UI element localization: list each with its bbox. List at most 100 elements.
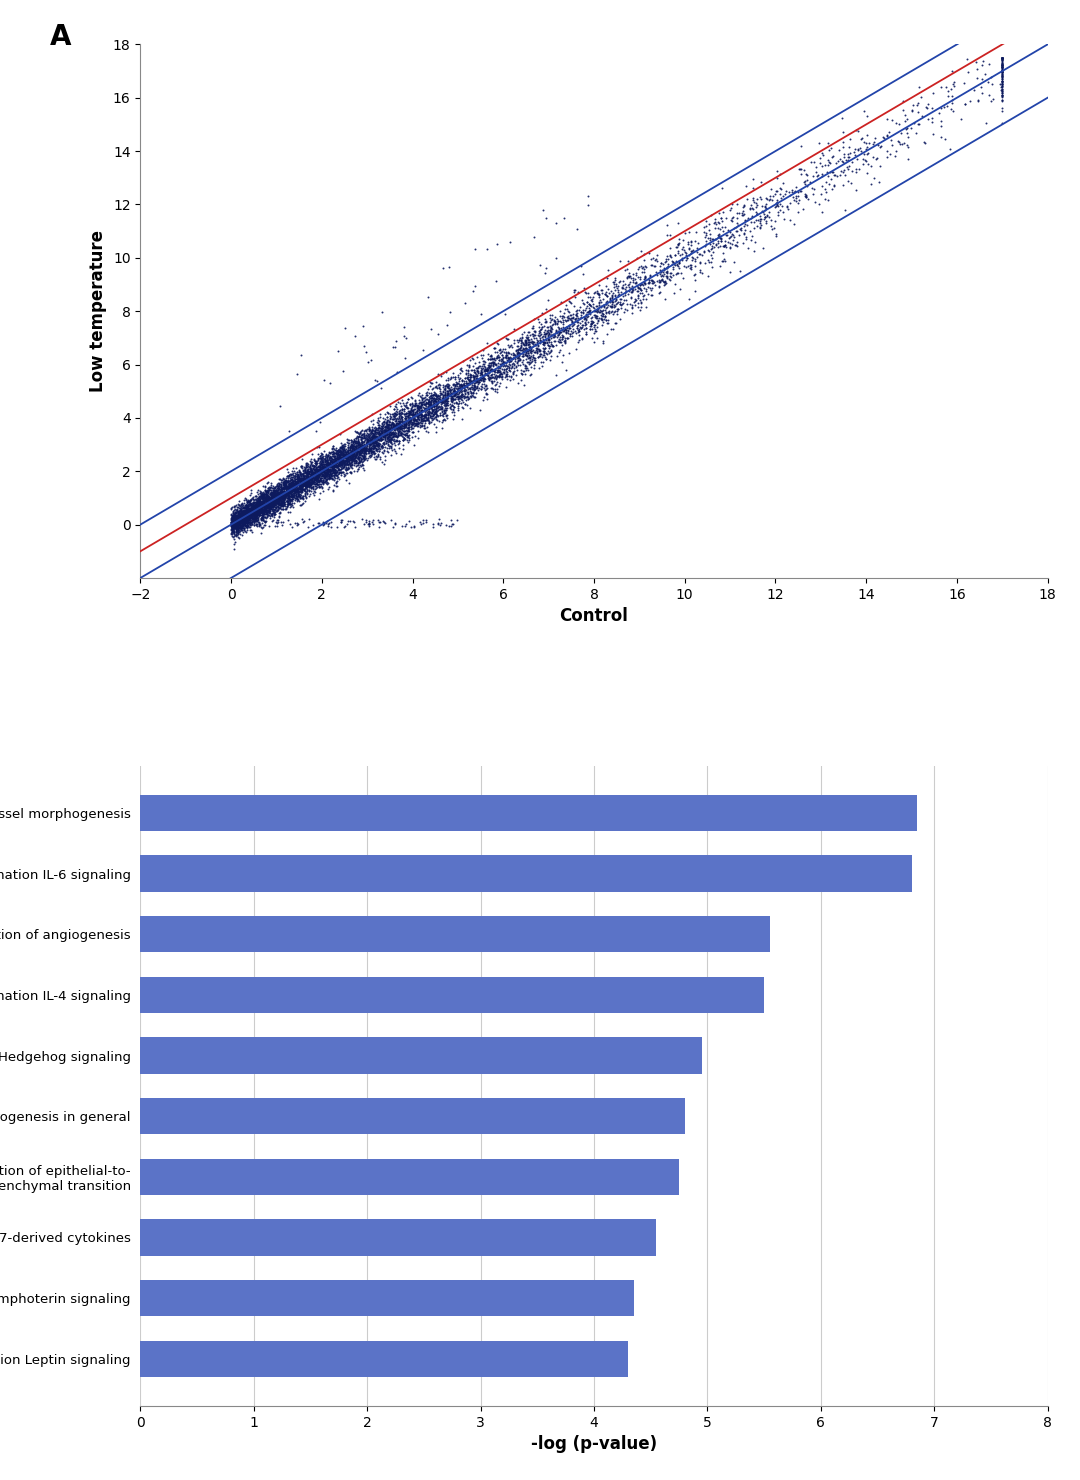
Point [402, 403, 419, 426]
Point [392, 411, 409, 435]
Point [350, 422, 367, 445]
Point [325, 457, 342, 481]
Point [443, 383, 460, 407]
Point [768, 191, 785, 215]
Point [516, 373, 534, 397]
Point [281, 491, 298, 515]
Point [718, 235, 735, 259]
Point [270, 477, 287, 500]
Point [325, 454, 342, 478]
Point [686, 268, 703, 292]
Point [994, 73, 1011, 96]
Point [232, 518, 249, 542]
Point [266, 488, 283, 512]
Point [597, 308, 615, 332]
Point [450, 391, 468, 414]
Point [382, 410, 400, 434]
Point [279, 474, 296, 497]
Point [300, 469, 318, 493]
Point [255, 500, 272, 524]
Point [478, 366, 496, 389]
Point [233, 500, 251, 524]
Point [715, 234, 732, 258]
Point [282, 477, 299, 500]
Point [446, 366, 463, 389]
Point [413, 394, 430, 417]
Point [260, 487, 278, 511]
Point [447, 391, 464, 414]
Point [390, 403, 407, 426]
Point [833, 149, 850, 173]
Point [298, 472, 315, 496]
Point [447, 380, 464, 404]
Point [308, 462, 325, 485]
Point [248, 512, 266, 536]
Point [264, 491, 281, 515]
Point [712, 225, 729, 249]
Point [606, 284, 623, 308]
Point [297, 482, 314, 506]
Point [300, 462, 318, 485]
Point [253, 484, 270, 508]
Point [370, 434, 388, 457]
Point [302, 480, 320, 503]
Point [257, 506, 274, 530]
Point [300, 508, 318, 531]
Point [318, 460, 335, 484]
Point [251, 496, 268, 519]
Point [554, 303, 571, 327]
Point [435, 401, 453, 425]
Point [231, 496, 248, 519]
Point [379, 422, 396, 445]
Point [222, 508, 240, 531]
Point [314, 459, 332, 482]
Point [315, 453, 333, 477]
Point [505, 317, 523, 340]
Point [748, 203, 766, 226]
Point [350, 434, 367, 457]
Point [276, 468, 294, 491]
Point [472, 360, 489, 383]
Point [808, 160, 825, 184]
Point [336, 434, 353, 457]
Point [228, 497, 245, 521]
Point [407, 408, 424, 432]
Point [288, 480, 306, 503]
Point [343, 448, 361, 472]
Point [449, 379, 467, 403]
Point [242, 488, 259, 512]
Point [336, 453, 353, 477]
Point [274, 474, 292, 497]
Point [323, 450, 340, 474]
Point [434, 391, 451, 414]
Point [417, 404, 434, 428]
Point [367, 441, 384, 465]
Point [279, 490, 296, 514]
Point [231, 506, 248, 530]
Point [293, 477, 310, 500]
Point [367, 438, 384, 462]
Point [460, 367, 477, 391]
Point [454, 373, 471, 397]
Point [249, 497, 267, 521]
Point [267, 478, 284, 502]
Point [336, 457, 353, 481]
Point [306, 468, 323, 491]
Point [255, 484, 272, 508]
Point [243, 485, 260, 509]
Point [327, 450, 345, 474]
Point [296, 463, 313, 487]
Point [319, 457, 336, 481]
Point [279, 474, 296, 497]
Point [243, 496, 260, 519]
Point [306, 454, 323, 478]
Point [534, 315, 551, 339]
Point [488, 358, 505, 382]
Point [252, 490, 269, 514]
Point [330, 447, 348, 471]
Point [752, 216, 769, 240]
Point [396, 407, 414, 431]
Point [280, 493, 297, 517]
Point [454, 360, 471, 383]
Point [245, 505, 262, 528]
